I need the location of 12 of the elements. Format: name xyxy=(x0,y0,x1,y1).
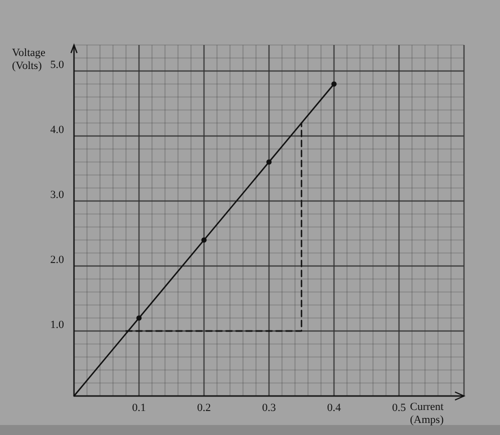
y-tick-label: 5.0 xyxy=(50,59,64,71)
y-tick-label: 4.0 xyxy=(50,124,64,136)
y-tick-label: 2.0 xyxy=(50,254,64,266)
x-tick-label: 0.1 xyxy=(132,402,146,414)
x-tick-label: 0.5 xyxy=(392,402,406,414)
y-tick-label: 3.0 xyxy=(50,189,64,201)
y-tick-label: 1.0 xyxy=(50,319,64,331)
x-tick-label: 0.4 xyxy=(327,402,342,414)
y-axis-title: Voltage (Volts) xyxy=(12,47,46,72)
x-axis-title: Current (Amps) xyxy=(410,401,444,426)
x-tick-label: 0.2 xyxy=(197,402,211,414)
x-tick-label: 0.3 xyxy=(262,402,276,414)
